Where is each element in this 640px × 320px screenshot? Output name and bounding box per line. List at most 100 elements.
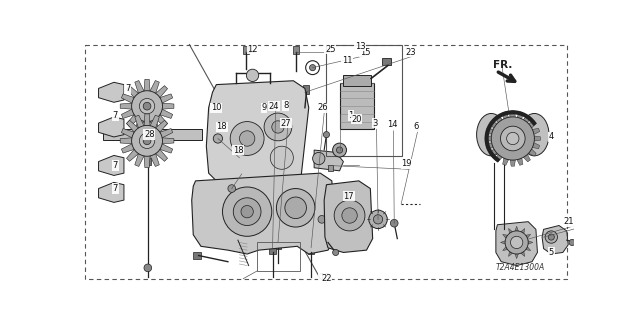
- Polygon shape: [502, 158, 509, 165]
- Circle shape: [223, 187, 272, 236]
- Circle shape: [239, 131, 255, 146]
- Polygon shape: [509, 252, 513, 256]
- Text: 12: 12: [247, 45, 258, 54]
- Circle shape: [569, 239, 575, 245]
- Text: 7: 7: [113, 111, 118, 120]
- Polygon shape: [144, 114, 150, 126]
- Bar: [303, 84, 308, 94]
- Circle shape: [312, 152, 325, 165]
- Polygon shape: [532, 128, 540, 134]
- Polygon shape: [206, 81, 308, 192]
- Polygon shape: [150, 81, 159, 93]
- Polygon shape: [524, 115, 531, 123]
- Text: 11: 11: [342, 56, 353, 65]
- Circle shape: [246, 69, 259, 82]
- Circle shape: [310, 65, 316, 71]
- Polygon shape: [135, 119, 144, 132]
- Polygon shape: [156, 149, 168, 161]
- Text: 24: 24: [269, 102, 279, 111]
- Text: 6: 6: [414, 123, 419, 132]
- Bar: [340, 83, 374, 129]
- Polygon shape: [500, 241, 505, 244]
- Bar: [344, 192, 348, 197]
- Polygon shape: [314, 150, 344, 171]
- Circle shape: [337, 147, 342, 153]
- Polygon shape: [490, 149, 497, 156]
- Bar: [382, 59, 391, 65]
- Polygon shape: [510, 111, 515, 117]
- Bar: [103, 129, 202, 140]
- Text: 5: 5: [548, 248, 554, 257]
- Text: 25: 25: [325, 45, 335, 54]
- Polygon shape: [495, 154, 502, 162]
- Polygon shape: [192, 173, 336, 254]
- Bar: [308, 248, 314, 254]
- Polygon shape: [127, 120, 138, 132]
- Polygon shape: [528, 241, 533, 244]
- Text: 8: 8: [283, 101, 289, 110]
- Polygon shape: [144, 156, 150, 168]
- Polygon shape: [521, 252, 525, 256]
- Circle shape: [369, 210, 387, 228]
- Polygon shape: [517, 158, 523, 165]
- Polygon shape: [517, 112, 523, 119]
- Bar: [292, 46, 299, 54]
- Circle shape: [241, 205, 253, 218]
- Text: 15: 15: [360, 48, 370, 57]
- Polygon shape: [534, 136, 540, 141]
- Text: 20: 20: [351, 115, 362, 124]
- Polygon shape: [160, 129, 173, 138]
- Polygon shape: [135, 115, 144, 128]
- Polygon shape: [122, 144, 134, 153]
- Circle shape: [132, 125, 163, 156]
- Polygon shape: [529, 149, 536, 156]
- Polygon shape: [486, 128, 493, 134]
- Text: T2A4E1300A: T2A4E1300A: [496, 263, 545, 273]
- Polygon shape: [120, 138, 132, 144]
- Circle shape: [144, 264, 152, 272]
- Text: 23: 23: [406, 48, 417, 57]
- Polygon shape: [150, 115, 159, 128]
- Polygon shape: [515, 226, 518, 231]
- Polygon shape: [529, 121, 536, 128]
- Text: 13: 13: [355, 42, 365, 51]
- Text: 28: 28: [144, 130, 155, 139]
- Polygon shape: [144, 121, 150, 133]
- Text: 1: 1: [348, 111, 354, 120]
- Circle shape: [140, 99, 155, 114]
- Polygon shape: [120, 103, 132, 109]
- Bar: [275, 242, 281, 249]
- Polygon shape: [324, 181, 372, 252]
- Text: 26: 26: [317, 103, 328, 112]
- Circle shape: [264, 113, 292, 141]
- Bar: [326, 44, 402, 156]
- Polygon shape: [127, 149, 138, 161]
- Text: 7: 7: [113, 184, 118, 193]
- Polygon shape: [502, 112, 509, 119]
- Polygon shape: [160, 94, 173, 103]
- Text: 14: 14: [387, 120, 397, 129]
- Text: 18: 18: [232, 146, 243, 155]
- Circle shape: [500, 126, 525, 151]
- Text: 7: 7: [113, 161, 118, 170]
- Polygon shape: [160, 109, 173, 118]
- Circle shape: [334, 200, 365, 231]
- Circle shape: [272, 121, 284, 133]
- Polygon shape: [509, 228, 513, 233]
- Polygon shape: [99, 82, 124, 102]
- Polygon shape: [150, 119, 159, 132]
- Polygon shape: [490, 121, 497, 128]
- Bar: [328, 165, 333, 171]
- Polygon shape: [510, 160, 515, 166]
- Text: 16: 16: [319, 273, 330, 282]
- Circle shape: [270, 146, 293, 169]
- Text: FR.: FR.: [493, 60, 512, 70]
- Circle shape: [143, 102, 151, 110]
- Circle shape: [228, 185, 236, 192]
- Polygon shape: [495, 115, 502, 123]
- Text: 19: 19: [401, 159, 412, 168]
- Polygon shape: [521, 228, 525, 233]
- Circle shape: [333, 249, 339, 256]
- Text: 3: 3: [372, 119, 378, 128]
- Polygon shape: [122, 109, 134, 118]
